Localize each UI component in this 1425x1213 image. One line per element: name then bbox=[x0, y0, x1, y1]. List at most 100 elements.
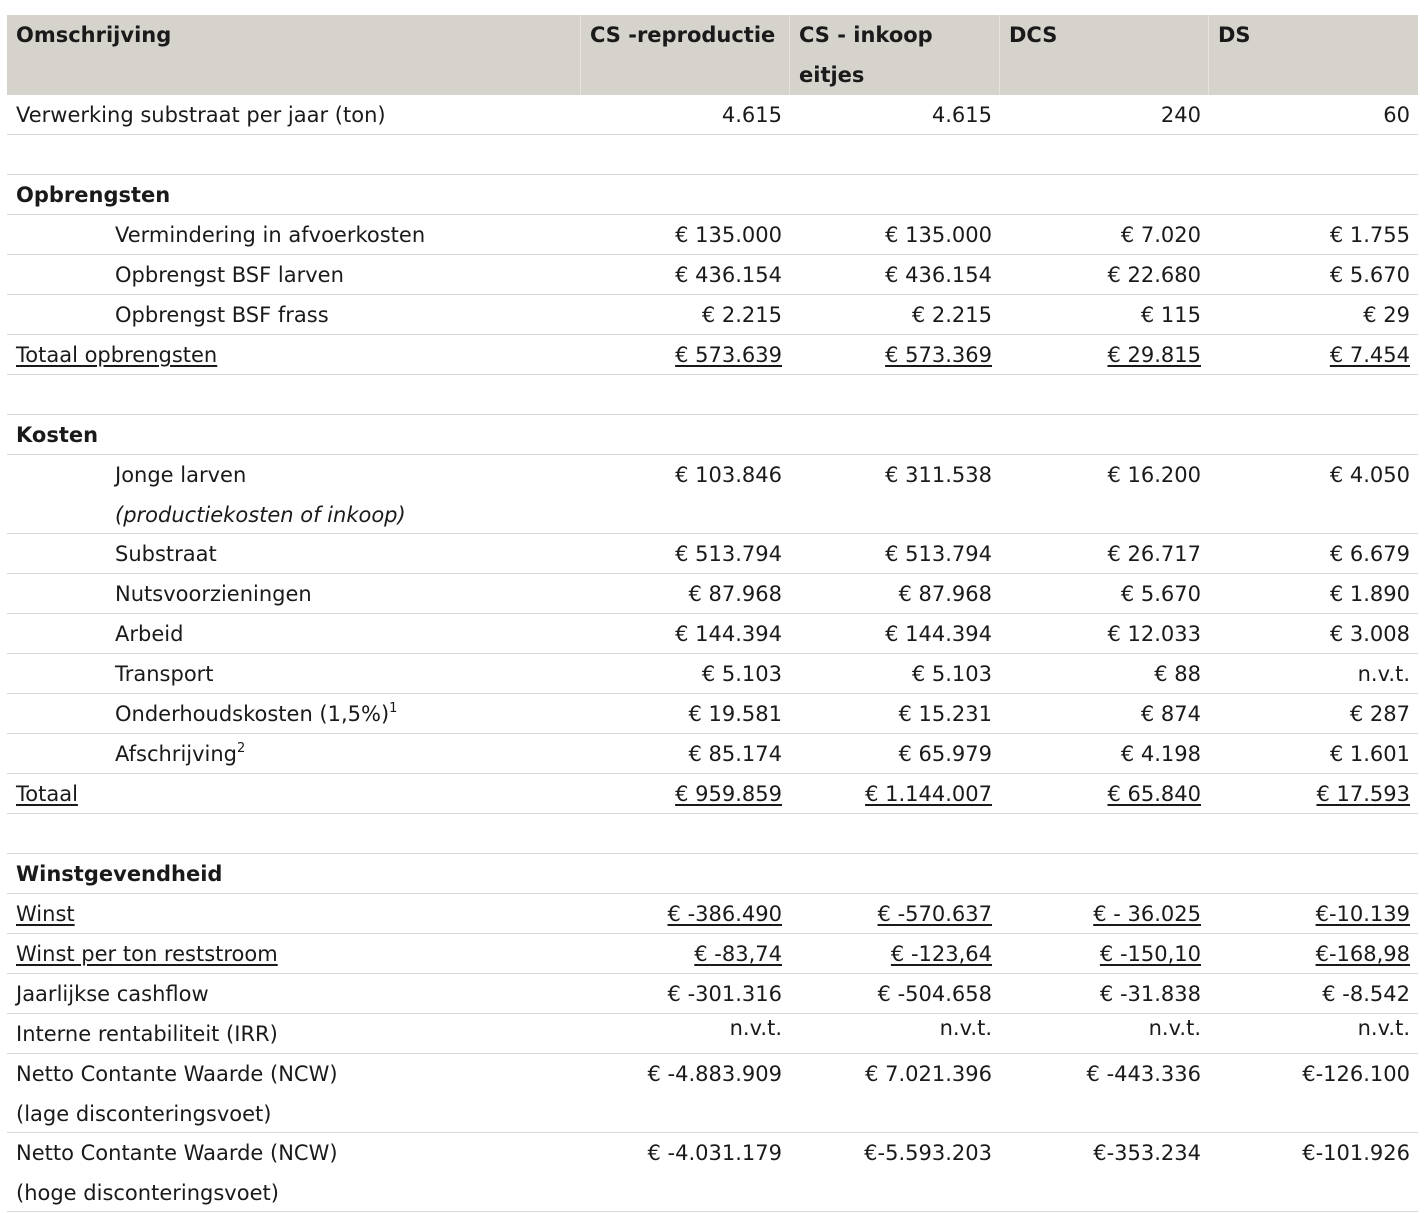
value-cell-dcs: 240 bbox=[1000, 95, 1209, 134]
cell-value: € 5.670 bbox=[1120, 582, 1201, 606]
row-label-cell: Totaal bbox=[7, 774, 581, 813]
row-label-cell: Vermindering in afvoerkosten bbox=[7, 215, 581, 254]
value-cell-cs-reproductie: € 87.968 bbox=[581, 574, 790, 613]
value-cell-cs-reproductie: € -4.031.179 bbox=[581, 1133, 790, 1211]
value-cell-dcs: € - 36.025 bbox=[1000, 894, 1209, 933]
value-cell-cs-inkoop: € 436.154 bbox=[790, 255, 1000, 294]
value-cell-cs-inkoop: € 65.979 bbox=[790, 734, 1000, 773]
spacer-row bbox=[7, 375, 1418, 415]
table-row: Jonge larven (productiekosten of inkoop) €… bbox=[7, 455, 1418, 534]
row-label: Verwerking substraat per jaar (ton) bbox=[16, 103, 386, 127]
value-cell-dcs: € 22.680 bbox=[1000, 255, 1209, 294]
row-sublabel: (hoge disconteringsvoet) bbox=[16, 1181, 279, 1205]
row-label: Netto Contante Waarde (NCW) bbox=[16, 1062, 338, 1086]
value-cell-cs-reproductie: € 573.639 bbox=[581, 335, 790, 374]
table-row: Nutsvoorzieningen € 87.968 € 87.968 € 5.670… bbox=[7, 574, 1418, 614]
value-cell-cs-inkoop: 4.615 bbox=[790, 95, 1000, 134]
value-cell-ds: n.v.t. bbox=[1209, 654, 1418, 693]
cell-value: € 5.103 bbox=[701, 662, 782, 686]
value-cell-ds: €-168,98 bbox=[1209, 934, 1418, 973]
table-row: Netto Contante Waarde (NCW) (hoge discont… bbox=[7, 1133, 1418, 1212]
cell-value: € 144.394 bbox=[675, 622, 782, 646]
cell-value: € 26.717 bbox=[1107, 542, 1201, 566]
cell-value: € 22.680 bbox=[1107, 263, 1201, 287]
section-heading: Opbrengsten bbox=[16, 183, 171, 207]
cell-value: € -443.336 bbox=[1086, 1062, 1201, 1086]
cell-value: € 144.394 bbox=[885, 622, 992, 646]
value-cell-ds: € 287 bbox=[1209, 694, 1418, 733]
cell-value: €-353.234 bbox=[1093, 1141, 1201, 1165]
value-cell-ds: €-126.100 bbox=[1209, 1054, 1418, 1132]
cell-value: € - 36.025 bbox=[1093, 902, 1201, 926]
cell-value: €-126.100 bbox=[1302, 1062, 1410, 1086]
cell-value: € 1.601 bbox=[1329, 742, 1410, 766]
value-cell-ds: € 4.050 bbox=[1209, 455, 1418, 533]
row-label: Opbrengst BSF larven bbox=[115, 263, 344, 287]
table-row: Vermindering in afvoerkosten € 135.000 € 1… bbox=[7, 215, 1418, 255]
table-row: Winst per ton reststroom € -83,74 € -123,6… bbox=[7, 934, 1418, 974]
value-cell-cs-reproductie: € -83,74 bbox=[581, 934, 790, 973]
row-label-cell: Totaal opbrengsten bbox=[7, 335, 581, 374]
table-row: Totaal € 959.859 € 1.144.007 € 65.840 € 17.5… bbox=[7, 774, 1418, 814]
row-label: Substraat bbox=[115, 542, 217, 566]
cell-value: €-5.593.203 bbox=[864, 1141, 992, 1165]
cell-value: € 436.154 bbox=[885, 263, 992, 287]
row-label: Nutsvoorzieningen bbox=[115, 582, 312, 606]
value-cell-dcs: € 874 bbox=[1000, 694, 1209, 733]
section-heading-row: Winstgevendheid bbox=[7, 854, 1418, 894]
row-label-cell: Verwerking substraat per jaar (ton) bbox=[7, 95, 581, 134]
table-row: Winst € -386.490 € -570.637 € - 36.025 €-10.… bbox=[7, 894, 1418, 934]
table-row: Arbeid € 144.394 € 144.394 € 12.033 € 3.008 bbox=[7, 614, 1418, 654]
table-body: Verwerking substraat per jaar (ton) 4.615… bbox=[7, 95, 1418, 1212]
value-cell-ds: € 29 bbox=[1209, 295, 1418, 334]
cell-value: € 4.050 bbox=[1329, 463, 1410, 487]
cell-value: € 135.000 bbox=[885, 223, 992, 247]
table-row: Afschrijving2 € 85.174 € 65.979 € 4.198 € 1.… bbox=[7, 734, 1418, 774]
value-cell-cs-reproductie: € 436.154 bbox=[581, 255, 790, 294]
row-label: Netto Contante Waarde (NCW) bbox=[16, 1141, 338, 1165]
value-cell-dcs: €-353.234 bbox=[1000, 1133, 1209, 1211]
value-cell-ds: n.v.t. bbox=[1209, 1014, 1418, 1053]
table-row: Transport € 5.103 € 5.103 € 88 n.v.t. bbox=[7, 654, 1418, 694]
value-cell-cs-inkoop: € 2.215 bbox=[790, 295, 1000, 334]
row-label-cell: Transport bbox=[7, 654, 581, 693]
value-cell-ds: € 7.454 bbox=[1209, 335, 1418, 374]
value-cell-cs-reproductie: € 144.394 bbox=[581, 614, 790, 653]
value-cell-ds: € 17.593 bbox=[1209, 774, 1418, 813]
cell-value: € -123,64 bbox=[890, 942, 992, 966]
section-heading: Winstgevendheid bbox=[16, 862, 223, 886]
column-header-cs-inkoop: CS - inkoop eitjes bbox=[790, 15, 1000, 95]
cell-value: € 513.794 bbox=[885, 542, 992, 566]
value-cell-dcs: € 26.717 bbox=[1000, 534, 1209, 573]
row-label: Opbrengst BSF frass bbox=[115, 303, 329, 327]
cell-value: n.v.t. bbox=[1148, 1016, 1201, 1040]
cell-value: € 7.021.396 bbox=[865, 1062, 992, 1086]
cell-value: € 287 bbox=[1349, 702, 1410, 726]
value-cell-cs-reproductie: € -4.883.909 bbox=[581, 1054, 790, 1132]
cell-value: € 5.103 bbox=[911, 662, 992, 686]
cell-value: € 29.815 bbox=[1107, 343, 1201, 367]
table-row: Jaarlijkse cashflow € -301.316 € -504.658 €… bbox=[7, 974, 1418, 1014]
cell-value: € -150,10 bbox=[1099, 942, 1201, 966]
cell-value: € 513.794 bbox=[675, 542, 782, 566]
column-header-dcs: DCS bbox=[1000, 15, 1209, 95]
row-label: Arbeid bbox=[115, 622, 184, 646]
cell-value: € -83,74 bbox=[694, 942, 782, 966]
value-cell-ds: 60 bbox=[1209, 95, 1418, 134]
table-row: Interne rentabiliteit (IRR) n.v.t. n.v.t. n… bbox=[7, 1014, 1418, 1054]
table-row: Onderhoudskosten (1,5%)1 € 19.581 € 15.231… bbox=[7, 694, 1418, 734]
value-cell-cs-reproductie: € -386.490 bbox=[581, 894, 790, 933]
row-label-cell: Opbrengst BSF frass bbox=[7, 295, 581, 334]
value-cell-ds: € -8.542 bbox=[1209, 974, 1418, 1013]
cell-value: € 959.859 bbox=[675, 782, 782, 806]
value-cell-dcs: € -443.336 bbox=[1000, 1054, 1209, 1132]
cell-value: € 65.840 bbox=[1107, 782, 1201, 806]
cell-value: € 88 bbox=[1154, 662, 1201, 686]
table-row: Opbrengst BSF frass € 2.215 € 2.215 € 115 € … bbox=[7, 295, 1418, 335]
value-cell-cs-inkoop: € 513.794 bbox=[790, 534, 1000, 573]
value-cell-dcs: € 7.020 bbox=[1000, 215, 1209, 254]
value-cell-cs-reproductie: € 135.000 bbox=[581, 215, 790, 254]
cell-value: € 12.033 bbox=[1107, 622, 1201, 646]
value-cell-cs-inkoop: € 144.394 bbox=[790, 614, 1000, 653]
row-label-cell: Interne rentabiliteit (IRR) bbox=[7, 1014, 581, 1053]
